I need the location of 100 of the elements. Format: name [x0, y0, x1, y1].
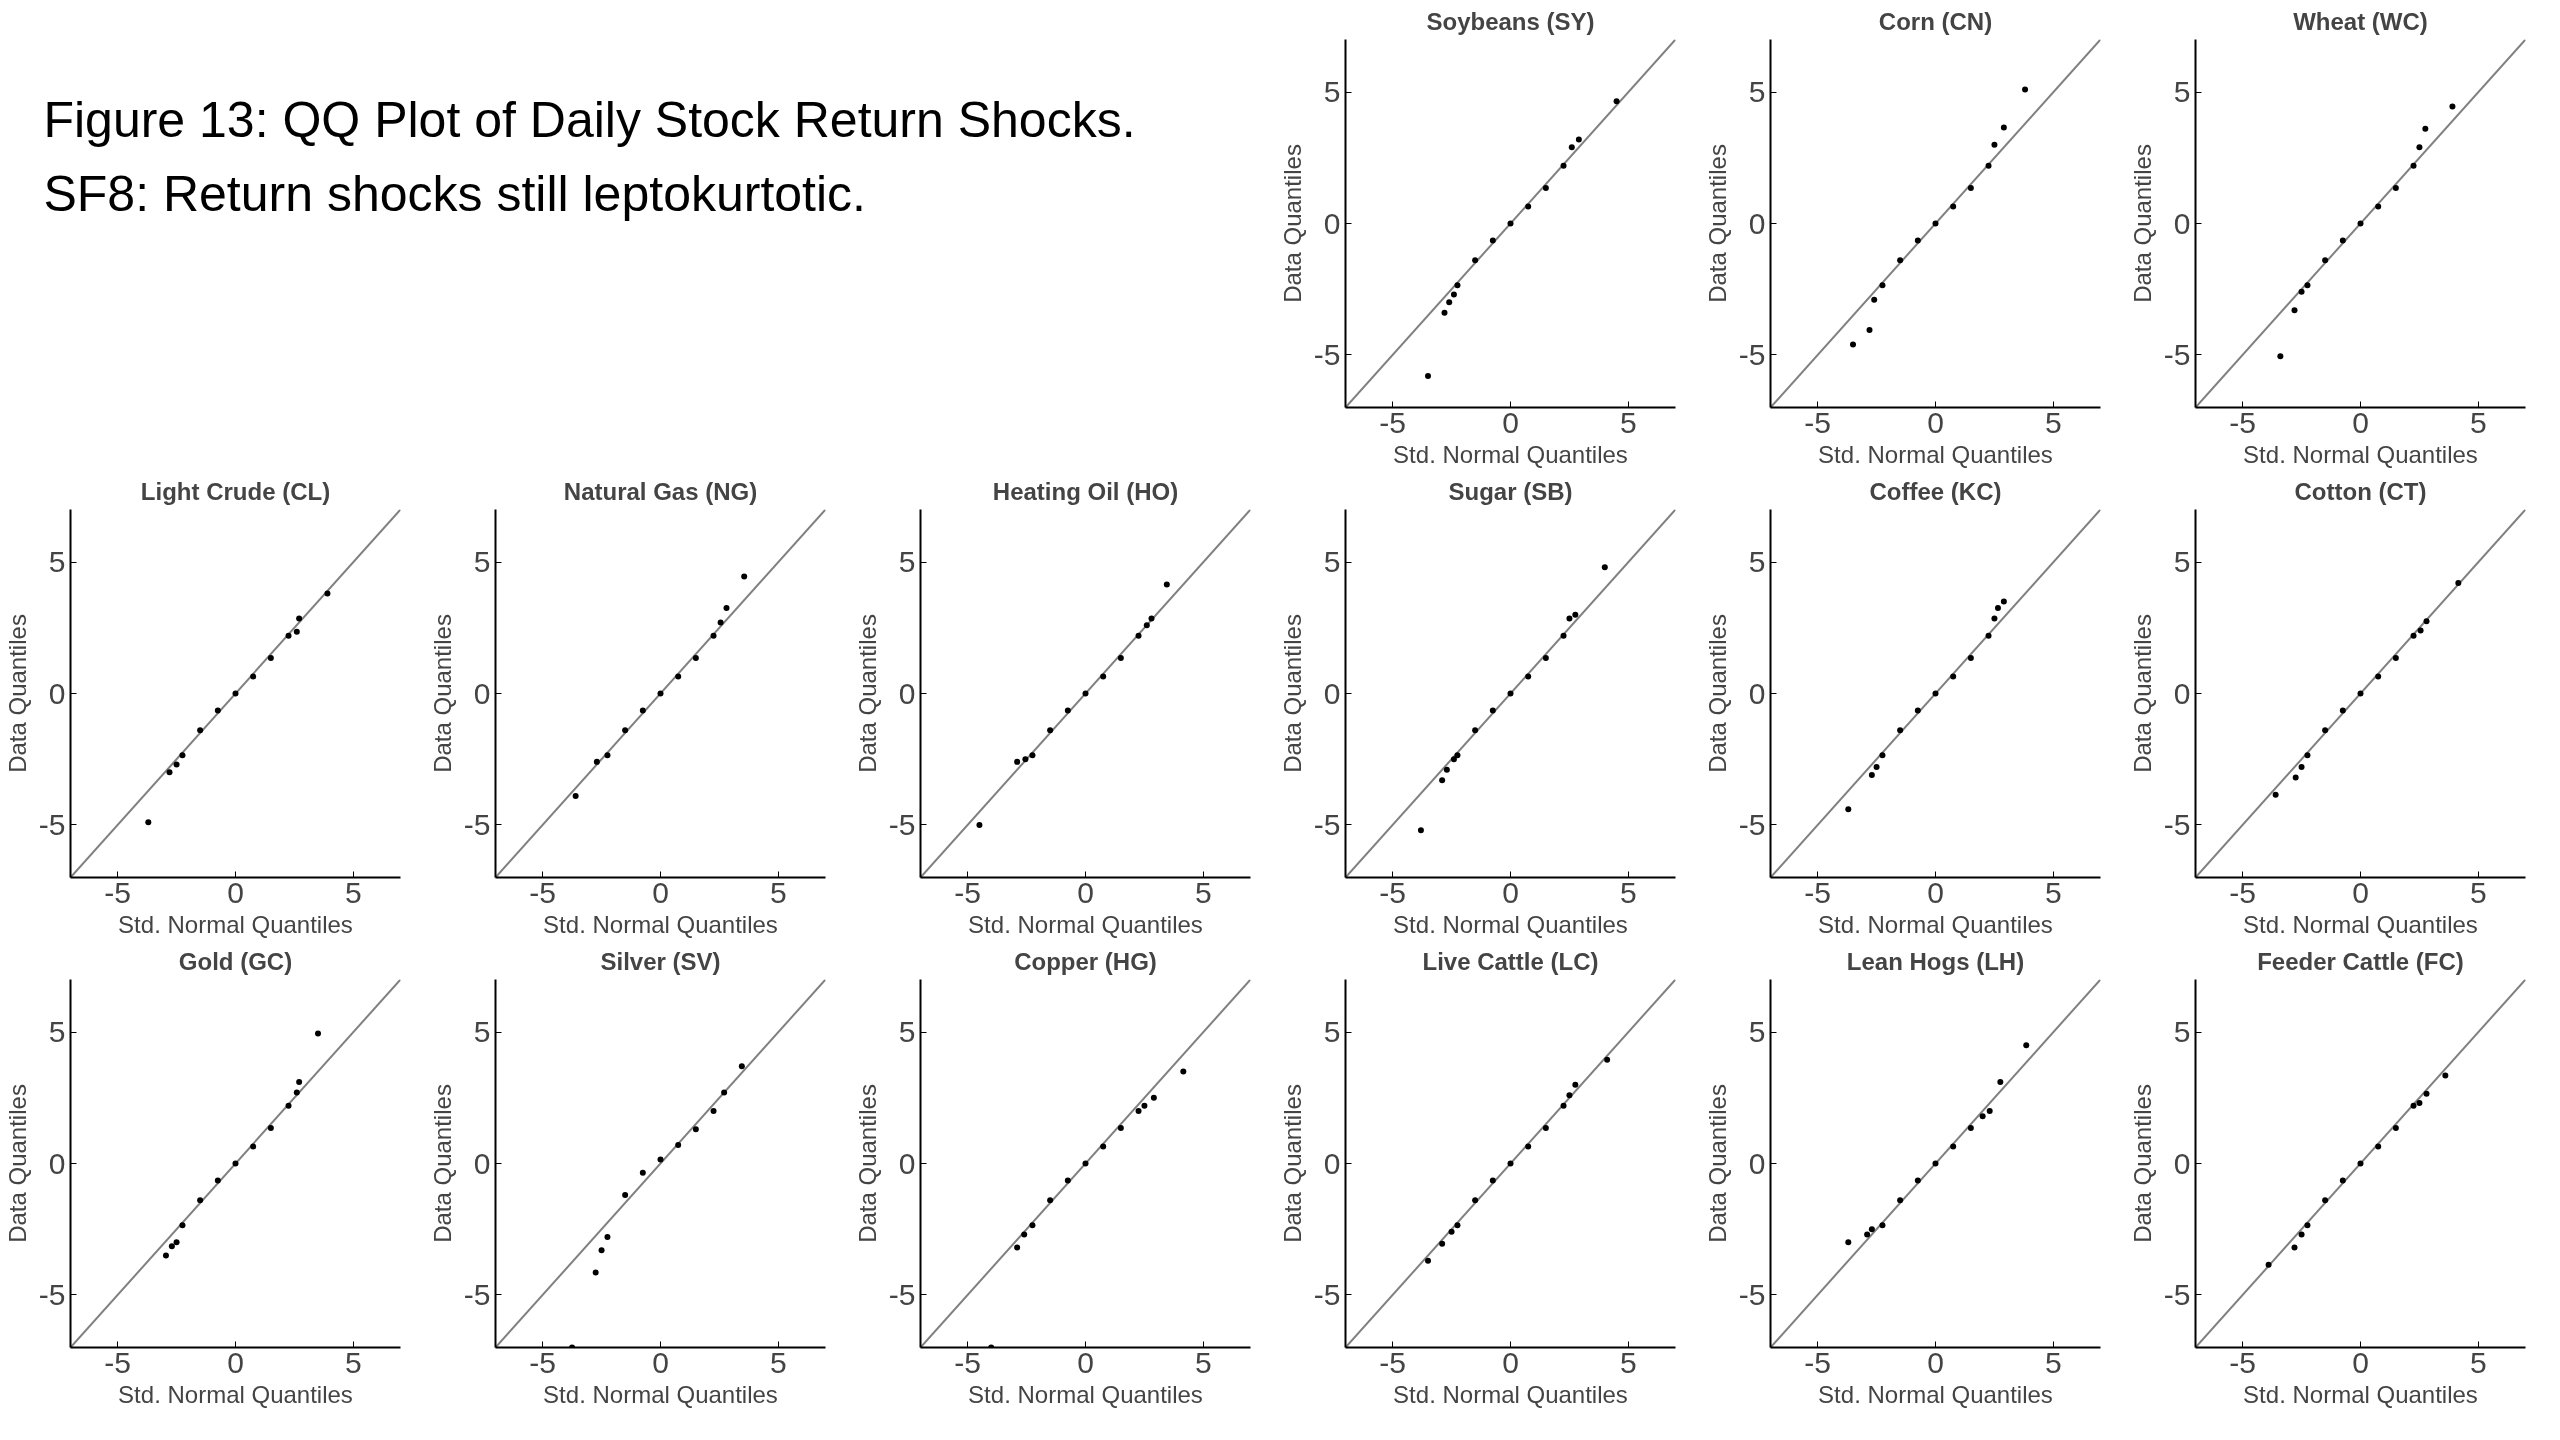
- y-axis-title: Data Quantiles: [2128, 614, 2156, 773]
- x-tick-label: 5: [2470, 875, 2487, 909]
- point: [2339, 707, 2346, 714]
- point: [1489, 237, 1496, 244]
- point: [2357, 1160, 2364, 1167]
- x-tick-label: 0: [1077, 1345, 1094, 1379]
- x-tick-label: 5: [2045, 1345, 2062, 1379]
- y-tick-label: -5: [888, 807, 916, 841]
- x-axis-title: Std. Normal Quantiles: [543, 1380, 778, 1408]
- point: [1454, 752, 1461, 759]
- y-axis-title: Data Quantiles: [1703, 144, 1731, 303]
- x-axis-title: Std. Normal Quantiles: [1393, 910, 1628, 938]
- x-tick-label: 0: [1927, 1345, 1944, 1379]
- point: [723, 605, 730, 612]
- point: [1850, 341, 1856, 348]
- point: [1141, 1102, 1148, 1109]
- chart-title: Natural Gas (NG): [563, 477, 758, 505]
- point: [1914, 237, 1921, 244]
- point: [1014, 1244, 1021, 1251]
- x-axis-title: Std. Normal Quantiles: [2243, 440, 2478, 468]
- y-tick-label: 5: [2173, 1015, 2191, 1049]
- x-tick-label: 5: [1620, 405, 1637, 439]
- point: [710, 632, 717, 639]
- x-tick-label: 0: [2352, 875, 2369, 909]
- point: [1845, 806, 1852, 813]
- point: [1991, 141, 1998, 148]
- point: [250, 673, 257, 680]
- point: [2291, 1244, 2298, 1251]
- y-axis-title: Data Quantiles: [853, 614, 881, 773]
- point: [1047, 1197, 1054, 1204]
- y-tick-label: -5: [1738, 337, 1766, 371]
- point: [1914, 707, 1921, 714]
- point: [1866, 326, 1873, 333]
- point: [1566, 615, 1573, 622]
- x-tick-label: -5: [104, 875, 131, 909]
- point: [1604, 1056, 1611, 1063]
- point: [1143, 622, 1150, 629]
- point: [1979, 1113, 1986, 1120]
- x-tick-label: -5: [954, 875, 981, 909]
- point: [1472, 727, 1479, 734]
- x-axis-title: Std. Normal Quantiles: [2243, 910, 2478, 938]
- chart-title: Live Cattle (LC): [1422, 947, 1599, 975]
- chart-title: Gold (GC): [178, 947, 293, 975]
- point: [1100, 673, 1107, 680]
- y-axis-title: Data Quantiles: [1703, 614, 1731, 773]
- y-tick-label: 5: [898, 545, 916, 579]
- point: [1029, 752, 1036, 759]
- y-tick-label: -5: [38, 1277, 66, 1311]
- y-tick-label: 5: [48, 545, 66, 579]
- point: [214, 1177, 221, 1184]
- point: [639, 1169, 646, 1176]
- point: [1879, 752, 1886, 759]
- point: [1879, 282, 1886, 289]
- y-axis-title: Data Quantiles: [428, 1084, 456, 1243]
- y-axis-title: Data Quantiles: [3, 1084, 31, 1243]
- point: [1425, 372, 1431, 379]
- x-tick-label: -5: [954, 1345, 981, 1379]
- point: [692, 1126, 699, 1133]
- point: [1991, 615, 1998, 622]
- point: [1985, 162, 1992, 169]
- y-tick-label: 0: [1748, 206, 1766, 240]
- point: [1180, 1068, 1187, 1075]
- point: [1542, 1125, 1549, 1132]
- y-tick-label: 0: [2173, 676, 2191, 710]
- point: [710, 1107, 717, 1114]
- point: [2423, 1090, 2430, 1097]
- point: [2423, 618, 2430, 625]
- x-tick-label: 5: [1195, 1345, 1212, 1379]
- point: [2322, 727, 2329, 734]
- point: [639, 707, 646, 714]
- chart-title: Soybeans (SY): [1426, 7, 1595, 35]
- x-tick-label: 5: [1195, 875, 1212, 909]
- point: [1022, 756, 1029, 763]
- x-tick-label: -5: [1804, 405, 1831, 439]
- point: [2410, 632, 2417, 639]
- x-tick-label: 0: [227, 875, 244, 909]
- point: [1950, 203, 1957, 210]
- x-tick-label: -5: [104, 1345, 131, 1379]
- point: [2272, 791, 2279, 798]
- point: [1507, 220, 1514, 227]
- x-axis-title: Std. Normal Quantiles: [1393, 1380, 1628, 1408]
- y-tick-label: 0: [48, 1146, 66, 1180]
- point: [738, 1063, 745, 1070]
- y-tick-label: 5: [1748, 75, 1766, 109]
- y-tick-label: 5: [898, 1015, 916, 1049]
- y-tick-label: -5: [463, 1277, 491, 1311]
- y-axis-title: Data Quantiles: [3, 614, 31, 773]
- y-tick-label: 5: [1323, 75, 1341, 109]
- chart-title: Copper (HG): [1014, 947, 1157, 975]
- point: [267, 655, 274, 662]
- point: [296, 1079, 303, 1086]
- point: [166, 769, 173, 776]
- point: [250, 1143, 257, 1150]
- point: [1443, 766, 1450, 773]
- y-tick-label: 5: [1323, 545, 1341, 579]
- point: [1897, 1197, 1904, 1204]
- y-tick-label: 0: [1748, 1146, 1766, 1180]
- x-tick-label: 5: [770, 875, 787, 909]
- point: [1845, 1239, 1852, 1246]
- chart-title: Wheat (WC): [2293, 7, 2428, 35]
